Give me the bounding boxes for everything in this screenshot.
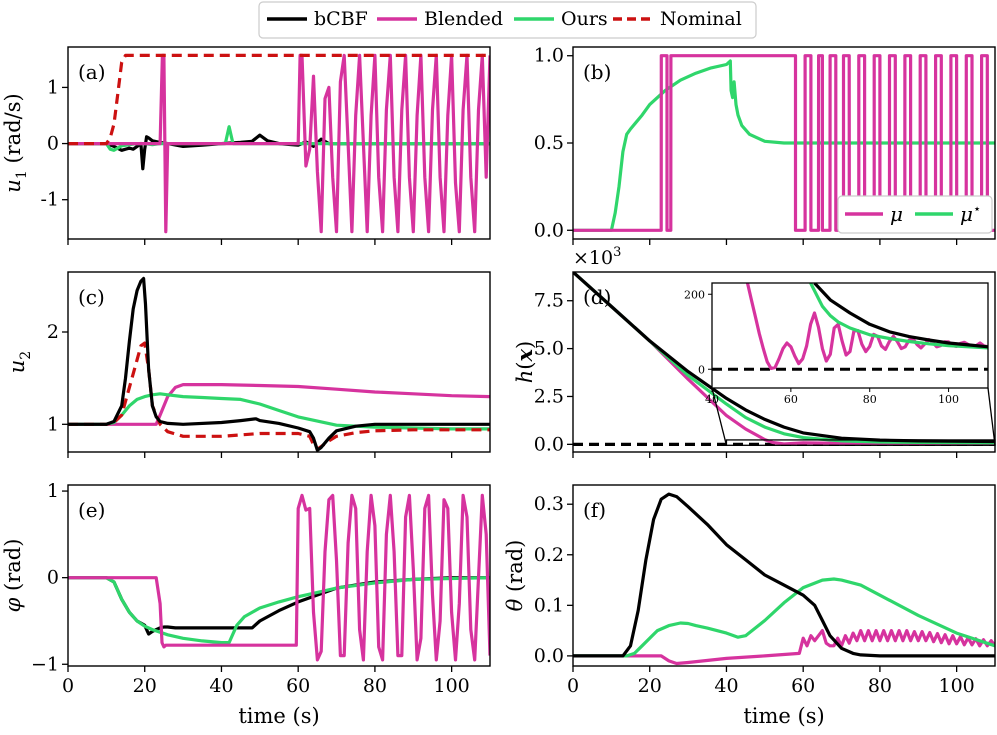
y-axis-label: h(x): [512, 341, 537, 383]
x-axis-label: time (s): [238, 704, 319, 728]
x-tick-label: 0: [62, 675, 74, 697]
axes-frame: [572, 271, 996, 453]
inset-y-tick-label: 200: [684, 288, 705, 301]
panel-label: (a): [78, 60, 106, 84]
panel-label: (e): [78, 498, 105, 522]
series-bcbf: [68, 133, 490, 171]
panel-label: (c): [78, 285, 105, 309]
axes-frame: [67, 271, 491, 453]
legend-label-nominal: Nominal: [660, 8, 742, 30]
panel-label: (d): [583, 285, 611, 309]
y-tick-label: −1: [31, 653, 59, 675]
y-tick-label: 2: [47, 321, 59, 343]
axes-frame: [572, 46, 996, 240]
y-tick-label: 1.0: [534, 45, 564, 67]
x-tick-label: 20: [638, 675, 662, 697]
series-ours: [68, 125, 490, 152]
x-tick-label: 100: [939, 675, 975, 697]
inset-connector: [987, 387, 996, 446]
y-tick-label: 0.0: [534, 433, 564, 455]
y-tick-label: -1: [40, 189, 59, 211]
series-ours: [573, 577, 995, 658]
legend-label-blended: Blended: [424, 8, 503, 30]
axes-frame: [67, 484, 491, 667]
series-blended: [573, 54, 995, 232]
y-tick-label: 0.3: [534, 493, 564, 515]
legend-label-bcbf: bCBF: [314, 8, 368, 30]
legend-label-ours: Ours: [561, 8, 608, 30]
x-tick-label: 0: [567, 675, 579, 697]
series-nominal: [68, 341, 490, 451]
y-tick-label: 0.1: [534, 594, 564, 616]
y-tick-label: 0: [47, 133, 59, 155]
y-axis-label: φ (rad): [1, 539, 25, 613]
series-bcbf: [68, 576, 490, 636]
legend-frame: [258, 1, 757, 39]
x-tick-label: 60: [791, 675, 815, 697]
inset-y-tick-label: 0: [698, 363, 705, 376]
legend: bCBF Blended Ours Nominal: [258, 1, 757, 39]
y-tick-label: 1: [47, 480, 59, 502]
inset-frame: [711, 282, 989, 389]
series-nominal: [68, 53, 490, 146]
inset-x-tick-label: 80: [863, 393, 877, 406]
y-multiplier: ×103: [573, 245, 621, 269]
y-tick-label: 1: [47, 76, 59, 98]
panel-c: 2 1 (c) u2: [5, 271, 491, 458]
y-axis-label: u1 (rad/s): [1, 93, 30, 192]
panel-a: 1 0 -1 (a) u1 (rad/s): [1, 46, 491, 245]
x-tick-label: 80: [868, 675, 892, 697]
series-bcbf: [68, 276, 490, 452]
series-blended: [573, 628, 995, 666]
x-tick-label: 40: [714, 675, 738, 697]
inset-connector: [711, 387, 728, 446]
y-tick-label: 1: [47, 413, 59, 435]
panels: 1 0 -1 (a) u1 (rad/s) 1.0 0.5 0.0 (b) μ μ⋆ 2 1 (c) u2 7…: [1, 45, 996, 728]
series-bcbf: [573, 492, 995, 658]
x-axis-label: time (s): [743, 704, 824, 728]
y-tick-label: 5.0: [534, 338, 564, 360]
inner-legend-label-mu: μ: [890, 202, 903, 226]
inset-x-tick-label: 40: [705, 393, 719, 406]
panel-label: (f): [583, 498, 606, 522]
panel-b: 1.0 0.5 0.0 (b) μ μ⋆: [534, 45, 996, 245]
y-tick-label: 0.0: [534, 219, 564, 241]
axes-frame: [67, 46, 491, 240]
inset: 40 60 80 100 200 0: [684, 282, 996, 446]
x-tick-label: 60: [286, 675, 310, 697]
x-tick-label: 20: [133, 675, 157, 697]
y-axis-label: θ (rad): [503, 540, 527, 612]
y-tick-label: 2.5: [534, 385, 564, 407]
inner-legend: μ μ⋆: [837, 195, 993, 234]
inner-legend-label-mu-star: μ⋆: [960, 202, 981, 226]
inset-x-tick-label: 100: [938, 393, 959, 406]
x-tick-label: 80: [363, 675, 387, 697]
inset-series-ours: [809, 283, 988, 350]
panel-label: (b): [583, 60, 611, 84]
panel-d: 7.5 5.0 2.5 0.0 (d) h(x) ×103 40 60 80 100 200 0: [512, 245, 996, 458]
inset-background: [712, 283, 988, 388]
series-blended: [68, 493, 490, 662]
y-axis-label: u2: [5, 351, 34, 373]
inset-x-tick-label: 60: [784, 393, 798, 406]
axes-frame: [572, 484, 996, 667]
zoom-region-box: [725, 439, 996, 446]
y-tick-label: 0.0: [534, 645, 564, 667]
y-tick-label: 7.5: [534, 290, 564, 312]
x-tick-label: 40: [209, 675, 233, 697]
y-tick-label: 0.5: [534, 132, 564, 154]
x-tick-label: 100: [434, 675, 470, 697]
panel-f: 0 20 40 60 80 100 0.3 0.2 0.1 0.0 (f) θ (rad) time (…: [503, 484, 996, 728]
inset-series-bcbf: [813, 283, 988, 349]
series-blended: [68, 383, 490, 426]
y-tick-label: 0: [47, 567, 59, 589]
y-tick-label: 0.2: [534, 544, 564, 566]
series-ours: [573, 59, 995, 232]
